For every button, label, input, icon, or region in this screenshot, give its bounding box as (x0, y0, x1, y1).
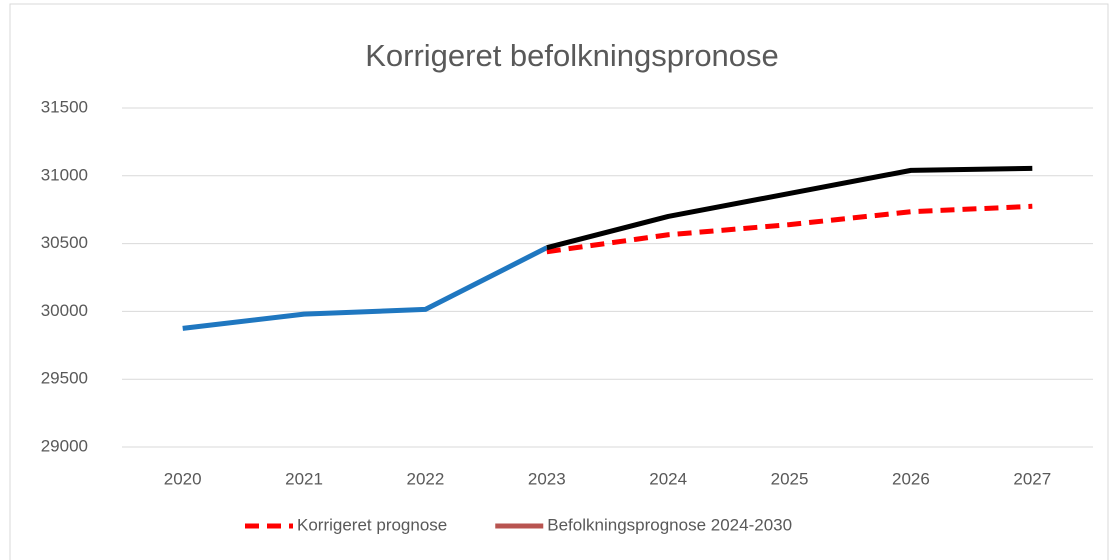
y-tick-label: 31000 (41, 165, 88, 184)
x-tick-label: 2027 (1013, 469, 1051, 488)
x-tick-label: 2024 (649, 469, 687, 488)
legend-label: Korrigeret prognose (297, 515, 447, 534)
chart-title: Korrigeret befolkningspronose (365, 38, 779, 73)
series-line (182, 245, 548, 331)
y-tick-label: 30000 (41, 301, 88, 320)
legend-label: Befolkningsprognose 2024-2030 (547, 515, 792, 534)
x-tick-label: 2025 (771, 469, 809, 488)
y-tick-label: 29000 (41, 436, 88, 455)
y-tick-label: 29500 (41, 369, 88, 388)
x-tick-label: 2020 (164, 469, 202, 488)
chart-border (9, 3, 1109, 560)
x-tick-label: 2021 (285, 469, 323, 488)
series-line (546, 165, 1033, 251)
x-tick-label: 2026 (892, 469, 930, 488)
x-tick-label: 2022 (407, 469, 445, 488)
y-tick-label: 30500 (41, 233, 88, 252)
y-tick-label: 31500 (41, 97, 88, 116)
x-tick-label: 2023 (528, 469, 566, 488)
series-line (546, 203, 1033, 255)
